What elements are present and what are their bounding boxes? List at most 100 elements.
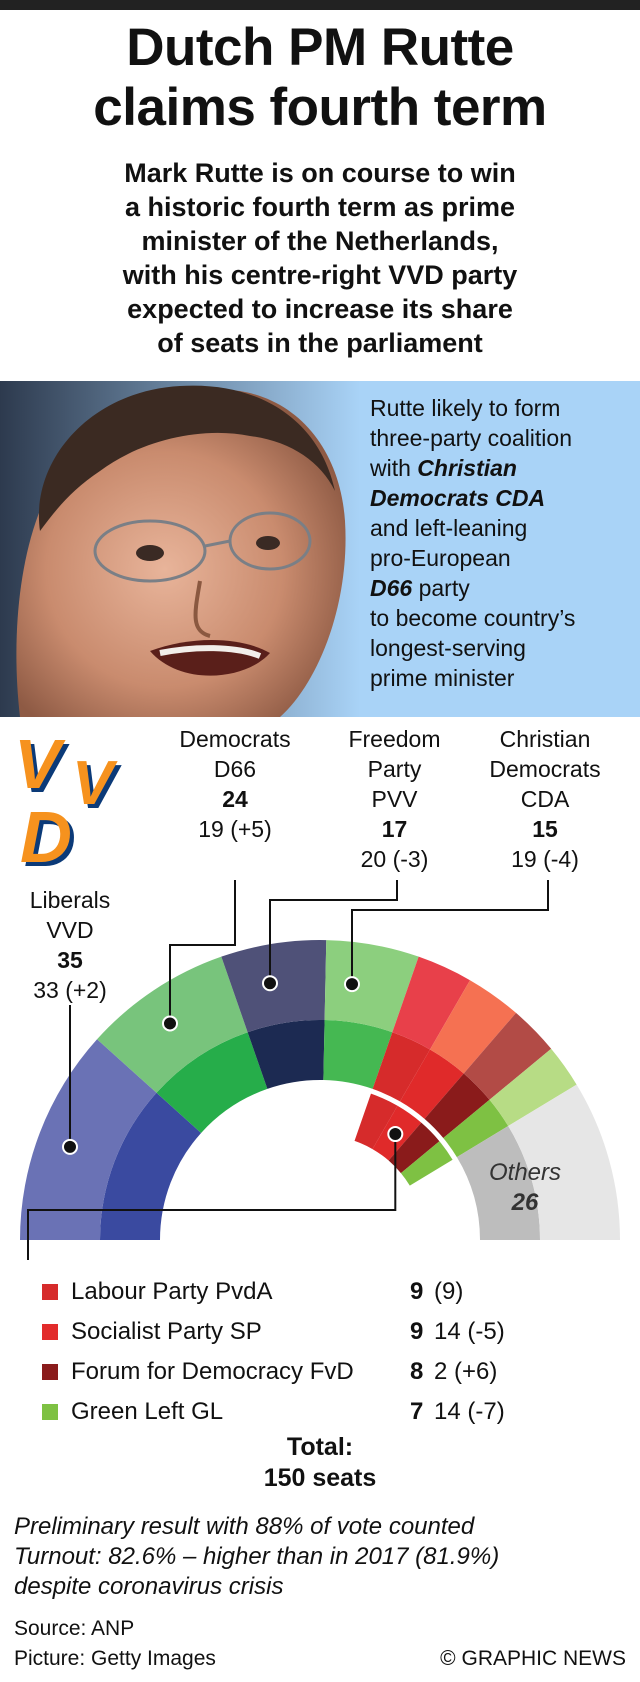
others-name: Others — [488, 1159, 562, 1186]
callout-emphasis: Democrats CDA — [370, 485, 546, 511]
subtitle-line: expected to increase its share — [127, 294, 513, 324]
svg-text:D: D — [20, 798, 72, 876]
seat-sector-pvda — [392, 956, 470, 1050]
legend-previous: 14 (-5) — [434, 1318, 505, 1345]
callout-text: Rutte likely to form three-party coaliti… — [370, 393, 635, 693]
seat-sector-others — [508, 1084, 620, 1240]
legend-label: Green Left GL — [71, 1398, 224, 1425]
seat-sector-others — [456, 1126, 540, 1240]
party-name: Liberals — [29, 887, 111, 913]
callout-line: prime minister — [370, 665, 515, 691]
legend-value: 8 — [410, 1358, 424, 1385]
party-name-line: Party — [367, 756, 422, 782]
legend-label: Socialist Party SP — [71, 1318, 262, 1345]
source-credit: Source: ANP — [14, 1617, 135, 1640]
party-name-line: Democrats — [489, 756, 601, 782]
party-previous: 33 (+2) — [33, 977, 107, 1003]
leader-dot-pvv — [262, 975, 278, 992]
legend-swatch — [42, 1364, 58, 1380]
seat-hemicycle-chart — [20, 880, 620, 1260]
callout-emphasis: Christian — [417, 455, 517, 481]
seat-sector-fvd — [463, 1012, 552, 1100]
legend-item: Socialist Party SP 9 14 (-5) — [38, 1312, 598, 1352]
party-abbr: D66 — [213, 756, 257, 782]
legend-previous: (9) — [434, 1278, 464, 1305]
leader-line-legend — [27, 1134, 397, 1260]
note-line: despite coronavirus crisis — [14, 1573, 284, 1600]
callout-text-part: party — [412, 575, 470, 601]
callout-line: pro-European — [370, 545, 511, 571]
legend-label: Forum for Democracy FvD — [71, 1358, 354, 1385]
subtitle-line: with his centre-right VVD party — [122, 260, 518, 290]
inner-sector-fvd — [388, 1122, 440, 1174]
party-name-line: Christian — [499, 726, 591, 752]
svg-text:V: V — [14, 726, 66, 803]
svg-text:V: V — [18, 729, 70, 807]
party-abbr: VVD — [46, 917, 94, 943]
subtitle-line: minister of the Netherlands, — [141, 226, 499, 256]
seat-sector-sp — [400, 1049, 464, 1119]
note-line: Turnout: 82.6% – higher than in 2017 (81… — [14, 1543, 500, 1570]
rutte-portrait — [0, 381, 360, 717]
others-label: Others 26 — [470, 1158, 580, 1218]
result-notes: Preliminary result with 88% of vote coun… — [14, 1512, 624, 1602]
legend-previous: 2 (+6) — [434, 1358, 498, 1385]
leader-line-cda — [351, 880, 549, 985]
svg-text:V: V — [72, 749, 118, 818]
inner-sector-pvda — [354, 1093, 398, 1150]
party-previous: 20 (-3) — [360, 846, 429, 872]
top-bar — [0, 0, 640, 10]
total-value: 150 seats — [263, 1464, 377, 1492]
legend-swatch — [42, 1404, 58, 1420]
total-seats: Total: 150 seats — [220, 1432, 420, 1494]
seat-sector-vvd — [100, 1092, 202, 1240]
party-label-d66: Democrats D66 24 19 (+5) — [160, 724, 310, 844]
title-line: Dutch PM Rutte — [126, 18, 514, 77]
legend-swatch — [42, 1284, 58, 1300]
legend-item: Forum for Democracy FvD 8 2 (+6) — [38, 1352, 598, 1392]
party-previous: 19 (-4) — [511, 846, 579, 872]
leader-line-pvv — [269, 880, 398, 984]
party-previous: 19 (+5) — [198, 816, 272, 842]
subtitle-line: of seats in the parliament — [157, 328, 483, 358]
leader-line-d66 — [169, 880, 236, 1024]
seat-sector-cda — [323, 1020, 393, 1089]
party-name-line: Freedom — [348, 726, 441, 752]
credits: Source: ANP Picture: Getty Images — [14, 1614, 216, 1674]
seat-sector-pvda — [372, 1032, 430, 1102]
picture-credit: Picture: Getty Images — [14, 1647, 216, 1670]
leader-dot-vvd — [62, 1138, 78, 1155]
svg-text:D: D — [24, 802, 76, 876]
party-label-cda: Christian Democrats CDA 15 19 (-4) — [470, 724, 620, 874]
leader-dot-cda — [344, 976, 360, 993]
seat-sector-pvv — [247, 1020, 325, 1089]
callout-line: three-party coalition — [370, 425, 572, 451]
brand-credit: © GRAPHIC NEWS — [440, 1647, 626, 1670]
seat-sector-fvd — [424, 1073, 490, 1139]
legend-value: 9 — [410, 1278, 424, 1305]
legend-swatch — [42, 1324, 58, 1340]
seat-sector-gl — [489, 1048, 577, 1127]
callout-emphasis: D66 — [370, 575, 413, 601]
subtitle-line: Mark Rutte is on course to win — [124, 158, 516, 188]
page-title: Dutch PM Rutte claims fourth term — [0, 18, 640, 138]
seat-sector-cda — [324, 940, 419, 1033]
svg-text:V: V — [76, 753, 122, 822]
vvd-logo: V V V V D D — [14, 726, 122, 876]
callout-line: longest-serving — [370, 635, 526, 661]
leader-dot-d66 — [162, 1015, 178, 1032]
party-seats: 15 — [532, 816, 558, 842]
callout-line: to become country’s — [370, 605, 576, 631]
seat-sector-gl — [443, 1099, 509, 1158]
legend-value: 7 — [410, 1398, 424, 1425]
seat-sector-d66 — [156, 1032, 268, 1133]
total-label: Total: — [286, 1433, 354, 1461]
seat-sector-vvd — [20, 1039, 157, 1240]
callout-line: Rutte likely to form — [370, 395, 561, 421]
legend-label: Labour Party PvdA — [71, 1278, 273, 1305]
subtitle-line: a historic fourth term as prime — [124, 192, 516, 222]
photo-band: Rutte likely to form three-party coaliti… — [0, 381, 640, 717]
party-name: Democrats — [179, 726, 291, 752]
party-seats: 24 — [222, 786, 248, 812]
callout-text-part: with — [370, 455, 418, 481]
